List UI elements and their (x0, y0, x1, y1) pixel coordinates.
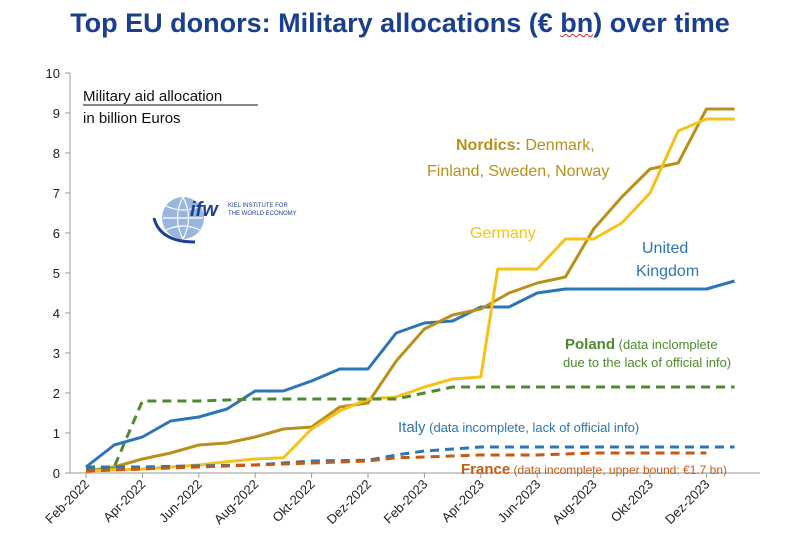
x-tick-label: Jun-2022 (156, 477, 205, 526)
title-text-2: ) over time (593, 8, 730, 38)
y-tick-label: 9 (53, 106, 60, 121)
x-tick-label: Aug-2022 (211, 477, 261, 527)
y-tick-label: 2 (53, 386, 60, 401)
y-axis-label-line-1: Military aid allocation (83, 88, 222, 105)
x-tick-label: Feb-2022 (42, 477, 92, 527)
x-tick-label: Okt-2022 (269, 477, 317, 525)
annotation-poland-line-2: due to the lack of official info) (563, 355, 731, 370)
y-tick-label: 6 (53, 226, 60, 241)
series-line-france (85, 451, 707, 473)
x-tick-label: Jun-2023 (494, 477, 543, 526)
ifw-logo: ifw KIEL INSTITUTE FOR THE WORLD ECONOMY (152, 196, 297, 244)
annotation-germany: Germany (470, 225, 536, 242)
logo-mark: ifw (190, 199, 219, 221)
annotation-italy: Italy (data incomplete, lack of official… (398, 419, 639, 436)
annotation-uk-line-1: United (642, 240, 688, 257)
y-tick-label: 1 (53, 426, 60, 441)
y-tick-label: 3 (53, 346, 60, 361)
x-tick-label: Aug-2023 (549, 477, 599, 527)
title-text-bn: bn (560, 8, 594, 38)
annotation-france: France (data incomplete, upper bound: €1… (461, 461, 727, 478)
series-line-germany (85, 117, 735, 473)
y-tick-label: 8 (53, 146, 60, 161)
y-tick-label: 0 (53, 466, 60, 481)
annotation-uk-line-2: Kingdom (636, 263, 699, 280)
x-tick-label: Dez-2023 (662, 477, 712, 527)
chart-title: Top EU donors: Military allocations (€ b… (0, 8, 800, 39)
y-tick-label: 5 (53, 266, 60, 281)
series-line-nordics (85, 107, 735, 473)
series-line-italy (86, 445, 735, 469)
x-tick-label: Feb-2023 (381, 477, 431, 527)
y-tick-label: 10 (46, 66, 60, 81)
x-tick-label: Apr-2022 (100, 477, 148, 525)
y-tick-label: 4 (53, 306, 60, 321)
annotation-nordics-line-2: Finland, Sweden, Norway (427, 163, 609, 180)
annotation-poland-line-1: Poland (data inclomplete (565, 336, 718, 353)
x-tick-label: Apr-2023 (438, 477, 486, 525)
y-tick-label: 7 (53, 186, 60, 201)
x-tick-label: Dez-2022 (324, 477, 374, 527)
y-axis-label-line-2: in billion Euros (83, 110, 181, 127)
x-tick-label: Okt-2023 (608, 477, 656, 525)
title-text-1: Top EU donors: Military allocations (€ (70, 8, 561, 38)
series-line-uk (85, 279, 736, 469)
annotation-nordics-line-1: Nordics: Denmark, (456, 137, 595, 154)
logo-line-1: KIEL INSTITUTE FOR (228, 203, 288, 209)
series-layer (85, 107, 736, 473)
logo-line-2: THE WORLD ECONOMY (228, 211, 297, 217)
